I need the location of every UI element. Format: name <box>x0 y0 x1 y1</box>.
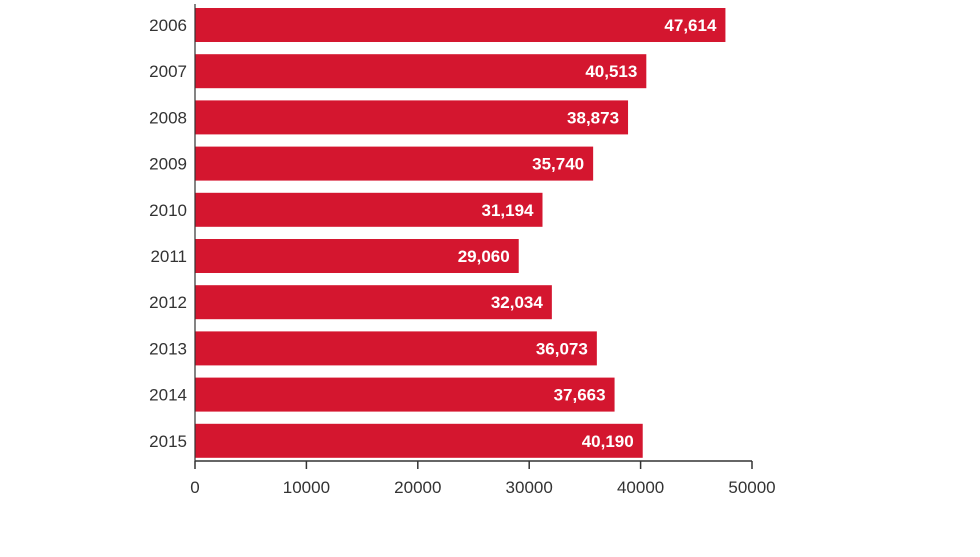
category-label-2009: 2009 <box>149 155 187 174</box>
x-tick-label-10000: 10000 <box>283 478 330 497</box>
bars-layer: 2006 47,614 2007 40,513 2008 38,873 2009 35,740… <box>149 8 726 458</box>
axis-layer: 0 10000 20000 30000 40000 50000 <box>190 4 776 497</box>
data-label-2009: 35,740 <box>532 155 584 174</box>
x-tick-label-0: 0 <box>190 478 199 497</box>
x-tick-label-20000: 20000 <box>394 478 441 497</box>
data-label-2010: 31,194 <box>482 201 535 220</box>
data-label-2012: 32,034 <box>491 293 544 312</box>
bar-2007 <box>195 54 647 89</box>
category-label-2008: 2008 <box>149 108 187 127</box>
data-label-2013: 36,073 <box>536 339 588 358</box>
data-label-2007: 40,513 <box>585 62 637 81</box>
bar-2013 <box>195 331 597 366</box>
bar-2011 <box>195 239 519 273</box>
category-label-2013: 2013 <box>149 339 187 358</box>
bar-2009 <box>195 146 594 181</box>
x-tick-label-30000: 30000 <box>506 478 553 497</box>
category-label-2012: 2012 <box>149 293 187 312</box>
x-tick-label-50000: 50000 <box>728 478 775 497</box>
data-label-2015: 40,190 <box>582 432 634 451</box>
category-label-2006: 2006 <box>149 16 187 35</box>
bar-2012 <box>195 285 552 320</box>
category-label-2015: 2015 <box>149 432 187 451</box>
bar-2008 <box>195 100 629 135</box>
bar-2006 <box>195 8 726 42</box>
data-label-2008: 38,873 <box>567 108 619 127</box>
category-label-2011: 2011 <box>150 247 187 266</box>
bar-2015 <box>195 423 643 458</box>
bar-2014 <box>195 377 615 412</box>
data-label-2014: 37,663 <box>554 386 606 405</box>
category-label-2007: 2007 <box>149 62 187 81</box>
data-label-2006: 47,614 <box>664 16 717 35</box>
category-label-2014: 2014 <box>149 386 187 405</box>
bar-2010 <box>195 192 543 227</box>
x-tick-label-40000: 40000 <box>617 478 664 497</box>
data-label-2011: 29,060 <box>458 247 510 266</box>
category-label-2010: 2010 <box>149 201 187 220</box>
